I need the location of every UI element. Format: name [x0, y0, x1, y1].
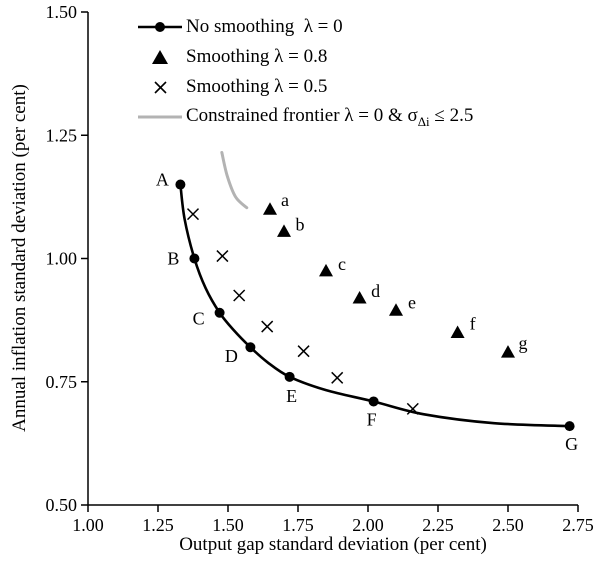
y-tick-label: 1.25: [46, 125, 78, 145]
data-point-circle: [214, 307, 225, 318]
point-label-F: F: [367, 409, 377, 429]
legend-item-smoothing-08: Smoothing λ = 0.8: [134, 42, 473, 72]
legend-item-constrained-frontier: Constrained frontier λ = 0 & σΔi ≤ 2.5: [134, 102, 473, 132]
y-axis-title: Annual inflation standard deviation (per…: [9, 84, 30, 432]
point-label-d: d: [371, 281, 380, 301]
data-point-triangle: [263, 202, 277, 215]
x-tick-label: 1.00: [72, 515, 104, 535]
data-point-triangle: [277, 224, 291, 237]
y-tick-label: 1.50: [46, 2, 78, 22]
x-tick-label: 2.75: [562, 515, 594, 535]
data-point-x: [186, 208, 200, 221]
x-tick-label: 2.00: [352, 515, 384, 535]
data-point-circle: [189, 253, 200, 264]
constrained-frontier-line: [220, 151, 249, 210]
point-label-e: e: [408, 292, 416, 312]
legend-label-constrained-frontier: Constrained frontier λ = 0 & σΔi ≤ 2.5: [186, 104, 474, 129]
data-point-x: [261, 320, 274, 333]
data-point-circle: [368, 396, 379, 407]
data-point-x: [297, 345, 310, 358]
frontier-line: [179, 183, 571, 428]
legend: No smoothing λ = 0 Smoothing λ = 0.8 Smo…: [134, 12, 473, 132]
legend-label-no-smoothing: No smoothing λ = 0: [186, 16, 343, 37]
data-point-triangle: [352, 290, 367, 304]
point-label-f: f: [470, 313, 476, 333]
point-label-E: E: [286, 386, 297, 406]
legend-marker-line-circle-icon: [134, 20, 186, 34]
x-tick-label: 1.25: [142, 515, 174, 535]
x-axis-title: Output gap standard deviation (per cent): [179, 534, 487, 555]
point-label-A: A: [156, 170, 169, 190]
data-point-triangle: [501, 345, 515, 358]
x-tick-label: 1.50: [212, 515, 244, 535]
legend-label-smoothing-08: Smoothing λ = 0.8: [186, 46, 328, 67]
legend-marker-gray-line-icon: [134, 110, 186, 124]
data-point-circle: [284, 371, 295, 382]
data-point-circle: [175, 179, 186, 190]
x-tick-label: 2.25: [422, 515, 454, 535]
data-point-circle: [245, 342, 256, 353]
data-point-circle: [564, 421, 575, 432]
point-label-D: D: [225, 346, 238, 366]
legend-marker-x-icon: [134, 80, 186, 95]
data-point-x: [406, 402, 419, 415]
y-tick-label: 0.50: [46, 495, 78, 515]
x-tick-label: 2.50: [492, 515, 524, 535]
legend-item-no-smoothing: No smoothing λ = 0: [134, 12, 473, 42]
point-label-B: B: [167, 249, 179, 269]
data-point-x: [233, 289, 246, 302]
point-label-b: b: [296, 214, 305, 234]
y-tick-label: 0.75: [46, 372, 78, 392]
legend-marker-triangle-icon: [134, 49, 186, 65]
data-point-x: [216, 250, 229, 263]
point-label-G: G: [565, 434, 578, 454]
point-label-c: c: [338, 254, 346, 274]
data-point-triangle: [450, 325, 465, 338]
legend-label-smoothing-05: Smoothing λ = 0.5: [186, 76, 328, 97]
y-tick-label: 1.00: [46, 249, 78, 269]
point-label-g: g: [519, 333, 528, 353]
x-tick-label: 1.75: [282, 515, 314, 535]
data-point-x: [331, 371, 344, 384]
point-label-a: a: [281, 190, 289, 210]
legend-item-smoothing-05: Smoothing λ = 0.5: [134, 72, 473, 102]
point-label-C: C: [193, 309, 205, 329]
data-point-triangle: [389, 303, 403, 316]
data-point-triangle: [319, 263, 333, 277]
